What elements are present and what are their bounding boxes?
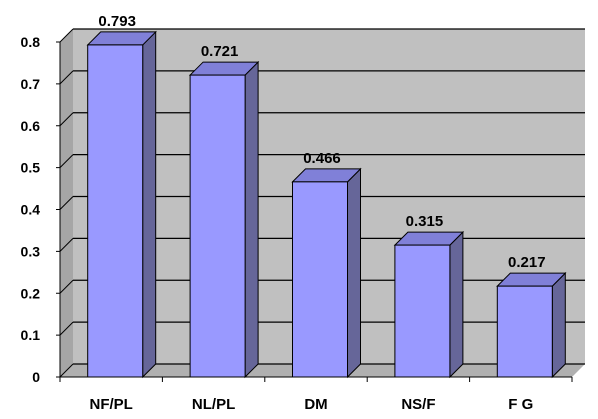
data-label: 0.315 bbox=[406, 213, 444, 230]
bar bbox=[292, 181, 348, 378]
gridline-side bbox=[59, 70, 74, 85]
gridline-side bbox=[59, 363, 74, 378]
data-label: 0.721 bbox=[201, 43, 239, 60]
y-tick-label: 0.8 bbox=[21, 34, 41, 50]
gridline-side bbox=[59, 28, 74, 43]
bar-side bbox=[347, 167, 361, 379]
gridline-side bbox=[59, 321, 74, 336]
bar bbox=[496, 285, 553, 378]
bars bbox=[86, 30, 567, 379]
x-tick-label: DM bbox=[304, 396, 327, 413]
gridline-side bbox=[59, 196, 74, 210]
x-tick-label: F G bbox=[508, 396, 533, 413]
gridline-side bbox=[59, 279, 74, 294]
data-label: 0.793 bbox=[98, 13, 136, 30]
y-tick-label: 0.3 bbox=[21, 243, 41, 259]
y-tick-label: 0.6 bbox=[21, 118, 41, 134]
x-tick-label: NS/F bbox=[401, 396, 435, 413]
x-tick-label: NF/PL bbox=[90, 396, 133, 413]
data-label: 0.466 bbox=[303, 150, 341, 167]
bar-side bbox=[244, 60, 259, 379]
gridline-side bbox=[59, 238, 74, 252]
y-tick-label: 0.7 bbox=[21, 76, 41, 92]
x-axis: NF/PL NL/PL DM NS/F F G bbox=[59, 376, 573, 413]
bar bbox=[87, 44, 144, 378]
y-axis: 0 0.1 0.2 0.3 0.4 0.5 0.6 0.7 0.8 bbox=[21, 34, 61, 385]
x-tick-label: NL/PL bbox=[192, 396, 235, 413]
gridline-side bbox=[59, 154, 74, 168]
y-tick-label: 0.5 bbox=[21, 160, 41, 176]
bar-side bbox=[142, 30, 157, 379]
bar-side bbox=[551, 271, 566, 379]
bar-side bbox=[449, 230, 464, 379]
gridline-side bbox=[59, 112, 74, 127]
data-labels: 0.793 0.721 0.466 0.315 0.217 bbox=[98, 13, 545, 271]
y-tick-label: 0.1 bbox=[21, 327, 41, 343]
bar bbox=[394, 244, 451, 378]
y-tick-label: 0.4 bbox=[21, 202, 41, 218]
y-tick-label: 0 bbox=[32, 369, 40, 385]
y-tick-label: 0.2 bbox=[21, 285, 41, 301]
bar bbox=[189, 74, 246, 378]
data-label: 0.217 bbox=[508, 254, 546, 271]
